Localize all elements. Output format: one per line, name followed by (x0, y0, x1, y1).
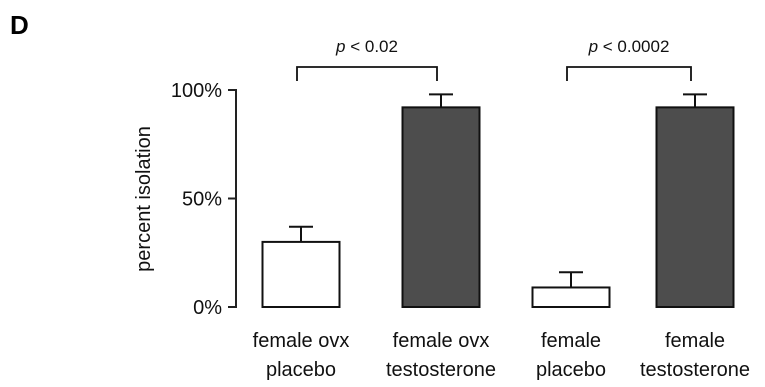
category-label-line: placebo (266, 359, 336, 381)
y-tick-label: 50% (182, 189, 222, 211)
p-symbol: p (335, 37, 345, 56)
bars (261, 106, 735, 309)
y-ticks: 0% 50% 100% (171, 80, 236, 319)
category-label-line: female ovx (393, 330, 490, 352)
y-tick-label: 0% (193, 297, 222, 319)
significance-brackets: p < 0.02 p < 0.0002 (296, 37, 692, 81)
bar (531, 286, 611, 309)
bar (655, 106, 735, 308)
category-label-line: testosterone (386, 359, 496, 381)
p-value-label: p < 0.0002 (588, 37, 670, 56)
bar (261, 240, 341, 308)
p-value: < 0.02 (346, 37, 398, 56)
bar (401, 106, 481, 308)
panel-letter: D (10, 10, 29, 40)
category-label-line: female ovx (253, 330, 350, 352)
category-label: female placebo (536, 330, 606, 381)
category-label: female ovx testosterone (386, 330, 496, 381)
category-label: female ovx placebo (253, 330, 350, 381)
y-tick-label: 100% (171, 80, 222, 102)
significance-bracket (566, 66, 692, 81)
p-value: < 0.0002 (598, 37, 669, 56)
y-axis-label: percent isolation (133, 126, 155, 272)
category-label-line: testosterone (640, 359, 750, 381)
p-symbol: p (588, 37, 598, 56)
category-label-line: female (665, 330, 725, 352)
p-value-label: p < 0.02 (335, 37, 398, 56)
error-bars (289, 93, 707, 288)
category-label: female testosterone (640, 330, 750, 381)
significance-bracket (296, 66, 438, 81)
category-label-line: female (541, 330, 601, 352)
category-label-line: placebo (536, 359, 606, 381)
